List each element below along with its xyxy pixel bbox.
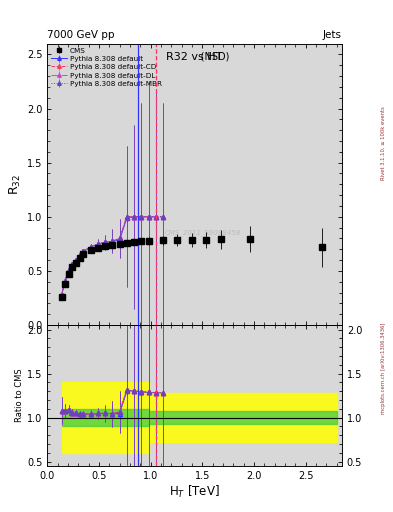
Y-axis label: R$_{32}$: R$_{32}$ (7, 174, 23, 195)
Y-axis label: Ratio to CMS: Ratio to CMS (15, 369, 24, 422)
Text: 7000 GeV pp: 7000 GeV pp (47, 30, 115, 40)
Text: (NSD): (NSD) (160, 52, 229, 62)
Legend: CMS, Pythia 8.308 default, Pythia 8.308 default-CD, Pythia 8.308 default-DL, Pyt: CMS, Pythia 8.308 default, Pythia 8.308 … (50, 46, 163, 88)
Text: CMS_2011_S9088458: CMS_2011_S9088458 (165, 229, 242, 236)
Text: Jets: Jets (323, 30, 342, 40)
Text: R32 vs HT: R32 vs HT (166, 52, 223, 62)
Text: mcplots.cern.ch [arXiv:1306.3436]: mcplots.cern.ch [arXiv:1306.3436] (381, 323, 386, 414)
Text: Rivet 3.1.10, ≥ 100k events: Rivet 3.1.10, ≥ 100k events (381, 106, 386, 180)
X-axis label: H$_{T}$ [TeV]: H$_{T}$ [TeV] (169, 483, 220, 500)
